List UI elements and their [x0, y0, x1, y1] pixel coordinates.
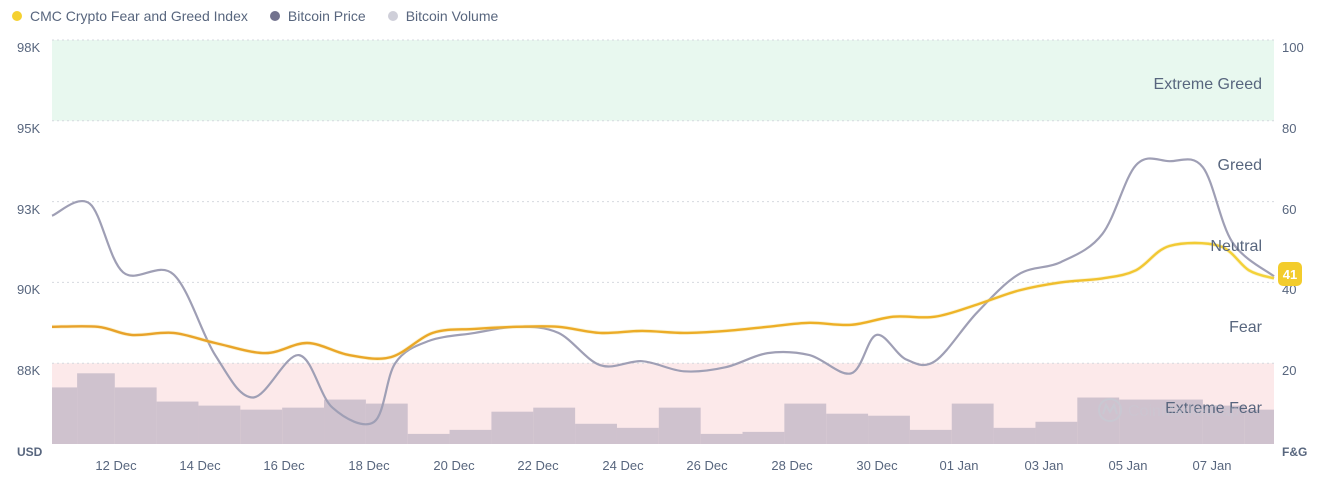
- x-tick-18-dec: 18 Dec: [348, 458, 390, 473]
- x-tick-20-dec: 20 Dec: [433, 458, 475, 473]
- gridlines: [52, 39, 1274, 364]
- legend-dot-bitcoin-volume: [387, 11, 398, 21]
- legend-label-bitcoin-volume: Bitcoin Volume: [405, 8, 499, 24]
- legend-item-bitcoin-price[interactable]: Bitcoin Price: [269, 8, 366, 24]
- chart-legend: CMC Crypto Fear and Greed Index Bitcoin …: [12, 8, 498, 24]
- volume-bar: [449, 429, 492, 444]
- volume-bar: [700, 433, 743, 444]
- volume-bar: [868, 415, 910, 444]
- coinmarketcap-watermark: CoinMarketCap: [1098, 398, 1239, 422]
- bitcoin-price-line: [51, 157, 1275, 426]
- x-tick-01-jan: 01 Jan: [939, 458, 978, 473]
- volume-bar: [77, 373, 115, 444]
- watermark-text: CoinMarketCap: [1128, 403, 1239, 420]
- volume-bar: [491, 411, 534, 444]
- left-tick-98k: 98K: [17, 40, 40, 55]
- left-tick-93k: 93K: [17, 202, 40, 217]
- fear-greed-line-shadow: [51, 241, 1275, 361]
- x-tick-03-jan: 03 Jan: [1024, 458, 1063, 473]
- legend-label-fear-greed: CMC Crypto Fear and Greed Index: [30, 8, 248, 24]
- legend-item-bitcoin-volume[interactable]: Bitcoin Volume: [387, 8, 499, 24]
- coinmarketcap-logo-mark: [1102, 402, 1118, 415]
- volume-bar: [52, 387, 78, 444]
- volume-bar: [1161, 399, 1203, 444]
- volume-bar: [575, 423, 617, 444]
- volume-bar: [1244, 409, 1274, 444]
- x-tick-05-jan: 05 Jan: [1108, 458, 1147, 473]
- current-value-text: 41: [1283, 267, 1297, 282]
- volume-bar: [533, 407, 576, 444]
- right-tick-100: 100: [1282, 40, 1304, 55]
- left-axis-title: USD: [17, 445, 43, 459]
- volume-bar: [198, 405, 241, 444]
- legend-item-fear-greed[interactable]: CMC Crypto Fear and Greed Index: [12, 8, 248, 24]
- volume-bars: [52, 373, 1274, 444]
- x-tick-07-jan: 07 Jan: [1192, 458, 1231, 473]
- volume-bar: [784, 403, 827, 444]
- volume-bar: [240, 409, 283, 444]
- volume-bar: [993, 427, 1036, 444]
- zone-label-extreme-greed: Extreme Greed: [1154, 76, 1262, 93]
- zone-label-fear: Fear: [1229, 319, 1263, 336]
- x-tick-26-dec: 26 Dec: [686, 458, 728, 473]
- x-tick-22-dec: 22 Dec: [517, 458, 559, 473]
- extreme-greed-zone: [52, 40, 1274, 121]
- legend-dot-fear-greed: [12, 11, 22, 21]
- volume-bar: [407, 433, 450, 444]
- left-tick-95k: 95K: [17, 121, 40, 136]
- volume-bar: [909, 429, 952, 444]
- legend-dot-bitcoin-price: [269, 11, 280, 21]
- current-value-badge-bg: [1278, 262, 1302, 286]
- volume-bar: [951, 403, 994, 444]
- left-tick-88k: 88K: [17, 363, 40, 378]
- x-tick-24-dec: 24 Dec: [602, 458, 644, 473]
- left-tick-90k: 90K: [17, 282, 40, 297]
- volume-bar: [742, 431, 785, 444]
- volume-bar: [282, 407, 325, 444]
- legend-label-bitcoin-price: Bitcoin Price: [287, 8, 366, 24]
- zone-label-extreme-fear: Extreme Fear: [1165, 400, 1263, 417]
- x-tick-14-dec: 14 Dec: [179, 458, 221, 473]
- volume-bar: [658, 407, 701, 444]
- zone-label-neutral: Neutral: [1210, 238, 1262, 255]
- fear-greed-line: [51, 241, 1275, 360]
- volume-bar: [1035, 421, 1078, 444]
- volume-bar: [1202, 405, 1245, 444]
- x-tick-28-dec: 28 Dec: [771, 458, 813, 473]
- x-tick-16-dec: 16 Dec: [263, 458, 305, 473]
- right-tick-60: 60: [1282, 202, 1296, 217]
- volume-bar: [1119, 399, 1162, 444]
- right-tick-80: 80: [1282, 121, 1296, 136]
- x-tick-30-dec: 30 Dec: [856, 458, 898, 473]
- volume-bar: [826, 413, 869, 444]
- right-tick-20: 20: [1282, 363, 1296, 378]
- coinmarketcap-logo-icon: [1098, 398, 1122, 422]
- x-tick-12-dec: 12 Dec: [95, 458, 137, 473]
- zone-label-greed: Greed: [1218, 157, 1262, 174]
- volume-bar: [114, 387, 157, 444]
- volume-bar: [616, 427, 659, 444]
- volume-bar: [156, 401, 199, 444]
- right-axis-title: F&G: [1282, 445, 1307, 459]
- current-value-badge: 41: [1278, 262, 1302, 286]
